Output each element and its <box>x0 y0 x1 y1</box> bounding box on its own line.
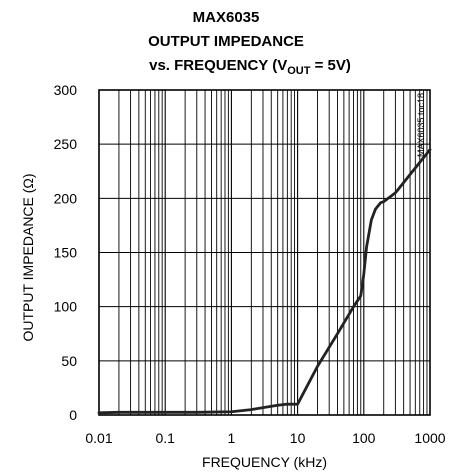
series-line <box>97 148 432 415</box>
y-tick-label: 100 <box>54 299 78 315</box>
title-tail: = 5V) <box>310 57 350 74</box>
chart-id-tag: MAX6035 toc18 <box>416 93 426 157</box>
y-tick-label: 150 <box>54 245 78 261</box>
plot-frame <box>98 89 431 416</box>
y-tick-label: 300 <box>54 82 78 98</box>
title-line-1: MAX6035 <box>193 9 260 26</box>
y-tick-labels: 0 50 100 150 200 250 300 <box>54 82 78 423</box>
x-axis-label: FREQUENCY (kHz) <box>202 454 327 470</box>
y-tick-label: 200 <box>54 190 78 206</box>
y-axis-label: OUTPUT IMPEDANCE (Ω) <box>20 173 36 341</box>
y-tick-label: 0 <box>69 407 77 423</box>
x-tick-label: 0.1 <box>155 430 175 446</box>
x-tick-label: 100 <box>352 430 376 446</box>
title-line-2: OUTPUT IMPEDANCE <box>148 33 304 50</box>
gridlines <box>99 90 430 415</box>
y-tick-label: 250 <box>54 136 78 152</box>
x-tick-label: 0.01 <box>85 430 112 446</box>
x-tick-label: 10 <box>290 430 306 446</box>
x-tick-label: 1 <box>228 430 236 446</box>
title-line-3: vs. FREQUENCY (VOUT = 5V) <box>149 57 351 77</box>
y-tick-label: 50 <box>61 353 77 369</box>
chart-title: MAX6035 OUTPUT IMPEDANCE vs. FREQUENCY (… <box>148 9 351 77</box>
title-line-3-text: vs. FREQUENCY (V <box>149 57 287 74</box>
x-tick-label: 1000 <box>414 430 445 446</box>
x-tick-labels: 0.01 0.1 1 10 100 1000 <box>85 430 445 446</box>
title-subscript: OUT <box>287 65 311 77</box>
